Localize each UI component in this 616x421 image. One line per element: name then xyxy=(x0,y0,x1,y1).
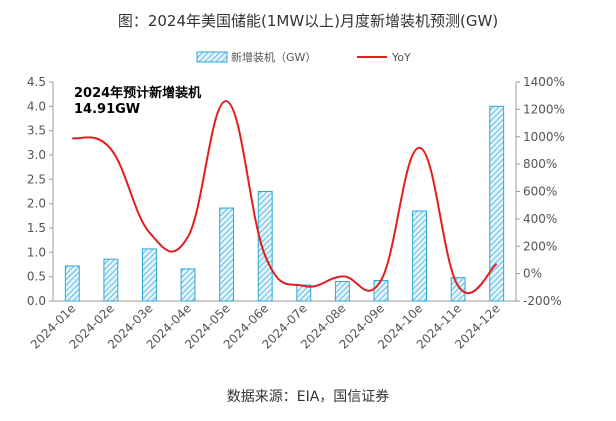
bar-2024-12e xyxy=(489,105,505,302)
bar-2024-04e xyxy=(180,268,196,302)
bar-2024-09e xyxy=(373,280,389,302)
bar-2024-06e xyxy=(257,191,273,302)
right-tick-label: -200% xyxy=(523,294,562,308)
right-axis-ticks: -200% 0% 200% 400% 600% 800% 1000% 1200% 1400% xyxy=(516,75,565,308)
chart-title: 图：2024年美国储能(1MW以上)月度新增装机预测(GW) xyxy=(117,12,499,30)
left-tick-label: 2.5 xyxy=(27,172,46,186)
right-tick-label: 400% xyxy=(523,212,557,226)
left-tick-label: 0.5 xyxy=(27,270,46,284)
bar-2024-01e xyxy=(64,265,80,302)
bar-2024-05e xyxy=(219,207,235,302)
right-tick-label: 200% xyxy=(523,239,557,253)
bar-2024-10e xyxy=(412,210,427,302)
legend: 新增装机（GW） YoY xyxy=(196,50,411,64)
left-tick-label: 1.0 xyxy=(27,245,46,259)
x-axis-ticks: 2024-01e2024-02e2024-03e2024-04e2024-05e… xyxy=(28,301,503,352)
bar-2024-02e xyxy=(103,258,119,302)
bar-2024-11e xyxy=(450,277,466,302)
legend-bar-label: 新增装机（GW） xyxy=(231,50,316,64)
bar-2024-08e xyxy=(334,281,350,302)
annotation-line-2: 14.91GW xyxy=(74,102,140,117)
left-tick-label: 2.0 xyxy=(27,197,46,211)
left-tick-label: 3.0 xyxy=(27,148,46,162)
bar-series xyxy=(64,105,505,302)
right-tick-label: 1000% xyxy=(523,130,565,144)
line-series xyxy=(72,100,498,295)
right-tick-label: 1200% xyxy=(523,102,565,116)
yoy-line xyxy=(72,100,498,295)
left-tick-label: 4.0 xyxy=(27,99,46,113)
legend-bar-swatch xyxy=(196,51,228,63)
source-note: 数据来源：EIA，国信证券 xyxy=(226,389,390,405)
left-tick-label: 4.5 xyxy=(27,75,46,89)
right-tick-label: 600% xyxy=(523,185,557,199)
left-tick-label: 0.0 xyxy=(27,294,46,308)
legend-line-label: YoY xyxy=(391,51,411,64)
right-tick-label: 1400% xyxy=(523,75,565,89)
right-tick-label: 0% xyxy=(523,267,542,281)
bar-2024-03e xyxy=(142,248,157,302)
right-tick-label: 800% xyxy=(523,157,557,171)
left-tick-label: 3.5 xyxy=(27,124,46,138)
annotation-line-1: 2024年预计新增装机 xyxy=(74,85,201,101)
left-axis-ticks: 0.0 0.5 1.0 1.5 2.0 2.5 3.0 3.5 4.0 4.5 xyxy=(27,75,53,308)
left-tick-label: 1.5 xyxy=(27,221,46,235)
